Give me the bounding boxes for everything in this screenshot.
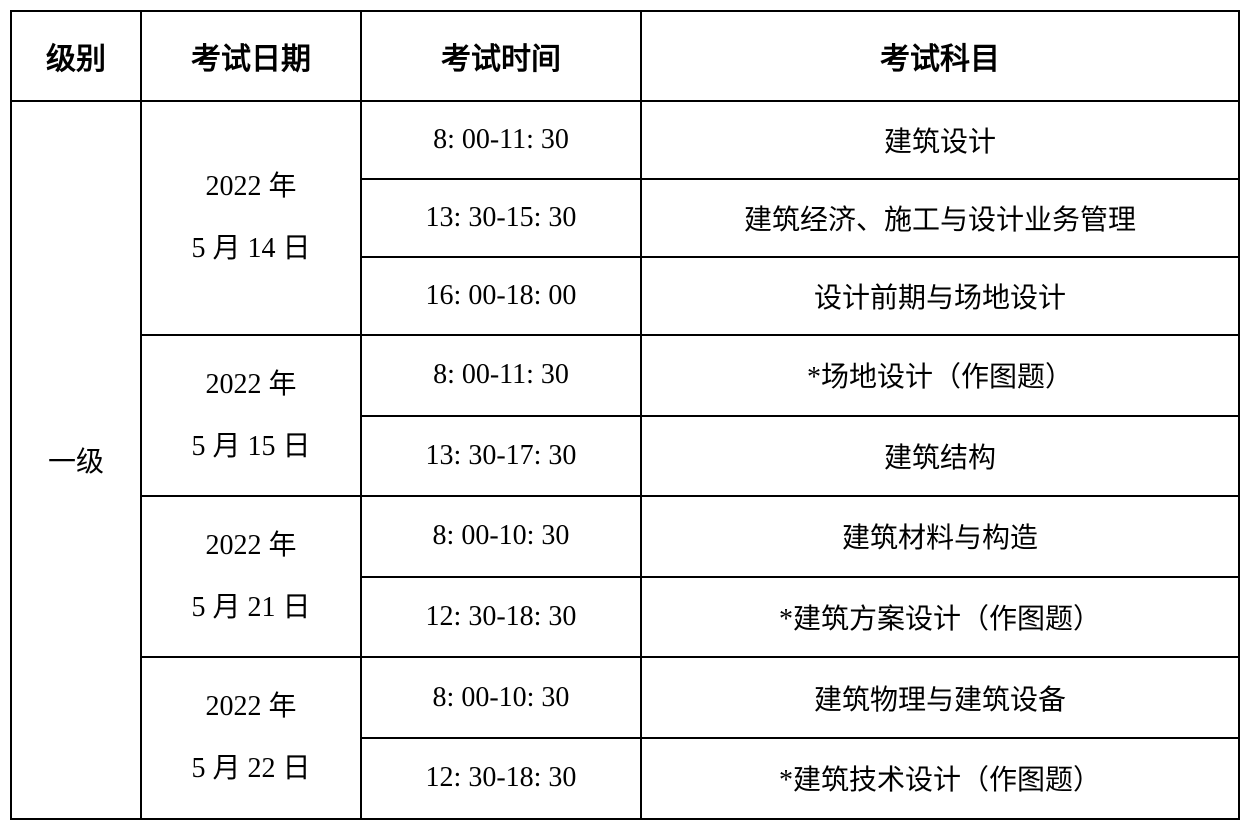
subject-cell: 建筑材料与构造 <box>641 496 1239 577</box>
table-row: 2022 年 5 月 21 日 8: 00-10: 30 建筑材料与构造 <box>11 496 1239 577</box>
subject-cell: *场地设计（作图题） <box>641 335 1239 416</box>
time-cell: 8: 00-11: 30 <box>361 101 641 179</box>
level-cell: 一级 <box>11 101 141 819</box>
header-level: 级别 <box>11 11 141 101</box>
time-cell: 12: 30-18: 30 <box>361 738 641 819</box>
date-cell-4: 2022 年 5 月 22 日 <box>141 657 361 818</box>
date-year: 2022 年 <box>150 354 352 416</box>
header-subject: 考试科目 <box>641 11 1239 101</box>
header-date: 考试日期 <box>141 11 361 101</box>
date-year: 2022 年 <box>150 676 352 738</box>
subject-cell: *建筑技术设计（作图题） <box>641 738 1239 819</box>
exam-schedule-table-container: 级别 考试日期 考试时间 考试科目 一级 2022 年 5 月 14 日 8: … <box>10 10 1238 820</box>
time-cell: 12: 30-18: 30 <box>361 577 641 658</box>
time-cell: 13: 30-17: 30 <box>361 416 641 497</box>
table-header-row: 级别 考试日期 考试时间 考试科目 <box>11 11 1239 101</box>
subject-cell: 建筑物理与建筑设备 <box>641 657 1239 738</box>
date-md: 5 月 21 日 <box>150 577 352 639</box>
date-year: 2022 年 <box>150 156 352 218</box>
date-cell-3: 2022 年 5 月 21 日 <box>141 496 361 657</box>
date-md: 5 月 15 日 <box>150 416 352 478</box>
table-row: 2022 年 5 月 22 日 8: 00-10: 30 建筑物理与建筑设备 <box>11 657 1239 738</box>
table-row: 2022 年 5 月 15 日 8: 00-11: 30 *场地设计（作图题） <box>11 335 1239 416</box>
date-cell-1: 2022 年 5 月 14 日 <box>141 101 361 335</box>
table-row: 一级 2022 年 5 月 14 日 8: 00-11: 30 建筑设计 <box>11 101 1239 179</box>
date-cell-2: 2022 年 5 月 15 日 <box>141 335 361 496</box>
date-md: 5 月 22 日 <box>150 738 352 800</box>
time-cell: 13: 30-15: 30 <box>361 179 641 257</box>
subject-cell: 建筑设计 <box>641 101 1239 179</box>
subject-cell: 建筑经济、施工与设计业务管理 <box>641 179 1239 257</box>
subject-cell: 设计前期与场地设计 <box>641 257 1239 335</box>
date-year: 2022 年 <box>150 515 352 577</box>
time-cell: 8: 00-10: 30 <box>361 657 641 738</box>
time-cell: 8: 00-11: 30 <box>361 335 641 416</box>
header-time: 考试时间 <box>361 11 641 101</box>
time-cell: 16: 00-18: 00 <box>361 257 641 335</box>
time-cell: 8: 00-10: 30 <box>361 496 641 577</box>
date-md: 5 月 14 日 <box>150 218 352 280</box>
subject-cell: 建筑结构 <box>641 416 1239 497</box>
subject-cell: *建筑方案设计（作图题） <box>641 577 1239 658</box>
exam-schedule-table: 级别 考试日期 考试时间 考试科目 一级 2022 年 5 月 14 日 8: … <box>10 10 1240 820</box>
